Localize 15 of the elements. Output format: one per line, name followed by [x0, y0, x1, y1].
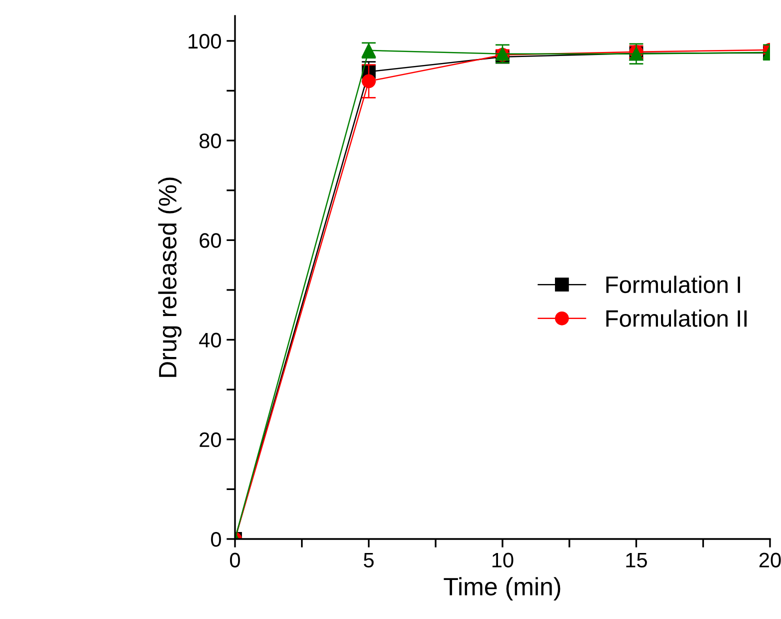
y-tick-label: 100: [188, 34, 221, 49]
y-tick-label: 0: [211, 532, 221, 547]
x-tick-label: 0: [230, 552, 240, 568]
legend-label: Formulation II: [606, 310, 747, 327]
legend-label: Formulation I: [606, 276, 740, 294]
y-tick-label: 80: [200, 134, 221, 148]
y-tick-label: 40: [199, 332, 221, 348]
x-tick-label: 20: [759, 552, 781, 568]
x-axis-title: Time (min): [444, 577, 560, 600]
x-tick-label: 15: [626, 552, 647, 568]
y-tick-label: 20: [200, 432, 221, 448]
x-tick-label: 5: [364, 552, 374, 568]
y-axis-title: Drug released (%): [158, 178, 182, 377]
x-tick-label: 10: [492, 552, 514, 568]
y-tick-label: 60: [200, 233, 221, 248]
